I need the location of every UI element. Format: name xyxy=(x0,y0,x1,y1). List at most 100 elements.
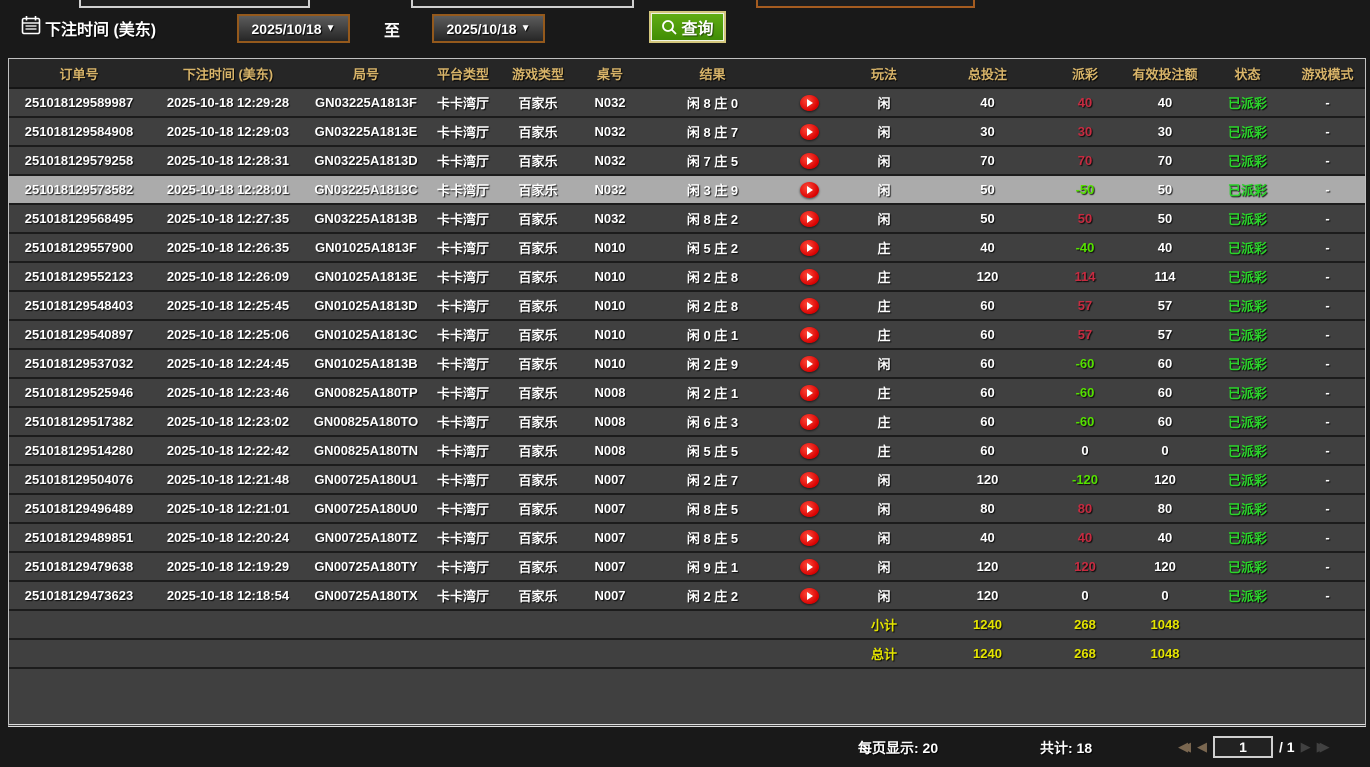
play-replay-icon[interactable] xyxy=(799,210,819,227)
table-row[interactable]: 251018129525946 2025-10-18 12:23:46 GN0082… xyxy=(9,379,1365,408)
query-button[interactable]: 查询 xyxy=(649,11,726,43)
play-type-cell: 闲 xyxy=(877,589,891,604)
table-row[interactable]: 251018129489851 2025-10-18 12:20:24 GN0072… xyxy=(9,524,1365,553)
replay-cell xyxy=(780,205,838,232)
round-number-cell: GN03225A1813F xyxy=(315,95,417,110)
date-from-value: 2025/10/18 xyxy=(251,20,322,37)
table-row[interactable]: 251018129540897 2025-10-18 12:25:06 GN0102… xyxy=(9,321,1365,350)
play-replay-icon[interactable] xyxy=(799,268,819,285)
date-from-dropdown[interactable]: 2025/10/18 ▼ xyxy=(237,14,350,43)
table-row[interactable]: 251018129517382 2025-10-18 12:23:02 GN0082… xyxy=(9,408,1365,437)
round-number-cell: GN00725A180TX xyxy=(314,588,418,603)
play-replay-icon[interactable] xyxy=(799,239,819,256)
payout-cell: -60 xyxy=(1075,385,1095,400)
table-row[interactable]: 251018129504076 2025-10-18 12:21:48 GN0072… xyxy=(9,466,1365,495)
game-type-cell: 百家乐 xyxy=(518,531,558,546)
play-replay-icon[interactable] xyxy=(799,326,819,343)
page-number-input[interactable] xyxy=(1213,736,1273,758)
game-type-cell: 百家乐 xyxy=(518,560,558,575)
subtotal-spacer xyxy=(9,611,149,638)
replay-cell xyxy=(780,176,838,203)
game-mode-cell: - xyxy=(1325,240,1330,255)
game-mode-cell: - xyxy=(1325,327,1330,342)
play-replay-icon[interactable] xyxy=(799,500,819,517)
table-row[interactable]: 251018129537032 2025-10-18 12:24:45 GN0102… xyxy=(9,350,1365,379)
total-bet-cell: 120 xyxy=(976,472,999,487)
status-badge: 已派彩 xyxy=(1227,96,1267,111)
total-bet-cell: 120 xyxy=(976,269,999,284)
table-row[interactable]: 251018129589987 2025-10-18 12:29:28 GN0322… xyxy=(9,89,1365,118)
date-to-dropdown[interactable]: 2025/10/18 ▼ xyxy=(432,14,545,43)
total-bet-cell: 60 xyxy=(980,443,995,458)
status-badge: 已派彩 xyxy=(1227,183,1267,198)
valid-bet-cell: 60 xyxy=(1157,414,1173,429)
result-cell: 闲 0 庄 1 xyxy=(686,328,739,343)
table-empty-area xyxy=(9,669,1365,724)
replay-cell xyxy=(780,147,838,174)
table-row[interactable]: 251018129568495 2025-10-18 12:27:35 GN0322… xyxy=(9,205,1365,234)
game-mode-cell: - xyxy=(1325,356,1330,371)
table-number-cell: N032 xyxy=(594,182,626,197)
table-row[interactable]: 251018129584908 2025-10-18 12:29:03 GN0322… xyxy=(9,118,1365,147)
first-page-icon[interactable]: ◀◀ xyxy=(1178,739,1191,754)
col-header-valid-bet: 有效投注额 xyxy=(1132,66,1198,82)
play-replay-icon[interactable] xyxy=(799,529,819,546)
game-type-cell: 百家乐 xyxy=(518,270,558,285)
table-row[interactable]: 251018129496489 2025-10-18 12:21:01 GN0072… xyxy=(9,495,1365,524)
total-spacer xyxy=(149,640,307,667)
game-type-cell: 百家乐 xyxy=(518,502,558,517)
table-row[interactable]: 251018129514280 2025-10-18 12:22:42 GN0082… xyxy=(9,437,1365,466)
play-replay-icon[interactable] xyxy=(799,152,819,169)
total-bet-cell: 60 xyxy=(980,327,995,342)
result-cell: 闲 2 庄 2 xyxy=(686,589,739,604)
status-badge: 已派彩 xyxy=(1227,241,1267,256)
table-row[interactable]: 251018129579258 2025-10-18 12:28:31 GN0322… xyxy=(9,147,1365,176)
play-replay-icon[interactable] xyxy=(799,123,819,140)
play-replay-icon[interactable] xyxy=(799,471,819,488)
table-row[interactable]: 251018129473623 2025-10-18 12:18:54 GN0072… xyxy=(9,582,1365,611)
play-replay-icon[interactable] xyxy=(799,94,819,111)
next-page-icon[interactable]: ▶ xyxy=(1300,739,1311,754)
col-header-play: 玩法 xyxy=(870,66,897,82)
col-header-order: 订单号 xyxy=(59,66,99,82)
table-row[interactable]: 251018129557900 2025-10-18 12:26:35 GN0102… xyxy=(9,234,1365,263)
table-row[interactable]: 251018129552123 2025-10-18 12:26:09 GN0102… xyxy=(9,263,1365,292)
prev-page-icon[interactable]: ◀ xyxy=(1197,739,1207,754)
play-type-cell: 庄 xyxy=(877,241,891,256)
table-row[interactable]: 251018129573582 2025-10-18 12:28:01 GN0322… xyxy=(9,176,1365,205)
col-header-payout: 派彩 xyxy=(1071,66,1098,82)
play-replay-icon[interactable] xyxy=(799,181,819,198)
replay-cell xyxy=(780,553,838,580)
bet-time-cell: 2025-10-18 12:21:48 xyxy=(166,472,290,487)
payout-cell: -60 xyxy=(1075,356,1095,371)
table-number-cell: N010 xyxy=(594,327,626,342)
game-mode-cell: - xyxy=(1325,124,1330,139)
play-replay-icon[interactable] xyxy=(799,355,819,372)
play-replay-icon[interactable] xyxy=(799,413,819,430)
play-type-cell: 闲 xyxy=(877,154,891,169)
replay-cell xyxy=(780,379,838,406)
table-number-cell: N007 xyxy=(594,588,626,603)
payout-cell: 30 xyxy=(1077,124,1093,139)
order-number-cell: 251018129552123 xyxy=(24,269,134,284)
play-replay-icon[interactable] xyxy=(799,442,819,459)
valid-bet-cell: 50 xyxy=(1157,182,1173,197)
play-replay-icon[interactable] xyxy=(799,384,819,401)
last-page-icon[interactable]: ▶▶ xyxy=(1316,739,1330,754)
play-replay-icon[interactable] xyxy=(799,587,819,604)
bet-time-cell: 2025-10-18 12:29:28 xyxy=(166,95,290,110)
game-mode-cell: - xyxy=(1325,472,1330,487)
total-bet-cell: 60 xyxy=(980,385,995,400)
play-replay-icon[interactable] xyxy=(799,297,819,314)
play-replay-icon[interactable] xyxy=(799,558,819,575)
record-count-label: 共计: 18 xyxy=(1040,740,1093,756)
table-row[interactable]: 251018129548403 2025-10-18 12:25:45 GN0102… xyxy=(9,292,1365,321)
platform-cell: 卡卡湾厅 xyxy=(436,183,489,198)
col-header-status: 状态 xyxy=(1234,66,1261,82)
platform-cell: 卡卡湾厅 xyxy=(436,473,489,488)
cutoff-input-box-2 xyxy=(411,0,634,8)
table-row[interactable]: 251018129479638 2025-10-18 12:19:29 GN0072… xyxy=(9,553,1365,582)
valid-bet-cell: 50 xyxy=(1157,211,1173,226)
col-header-table: 桌号 xyxy=(596,66,623,82)
replay-cell xyxy=(780,408,838,435)
